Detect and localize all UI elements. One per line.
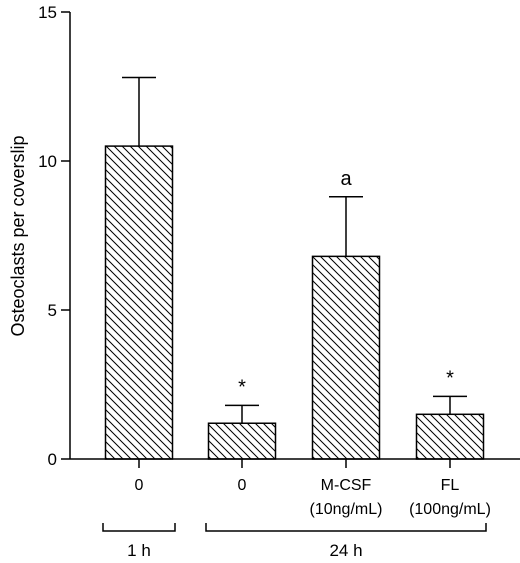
bar (311, 255, 381, 460)
group-bracket (102, 523, 176, 532)
y-tick-label: 0 (48, 450, 57, 469)
group-label: 24 h (329, 541, 362, 560)
y-tick-label: 10 (38, 152, 57, 171)
bar (415, 413, 485, 460)
significance-mark: * (446, 367, 454, 389)
x-tick-label: FL (441, 477, 460, 494)
x-tick-label: 0 (238, 477, 247, 494)
x-tick-label: M-CSF (321, 477, 372, 494)
significance-mark: * (238, 376, 246, 398)
x-tick-sublabel: (10ng/mL) (310, 501, 383, 518)
y-tick-label: 5 (48, 301, 57, 320)
group-label: 1 h (127, 541, 151, 560)
group-bracket (205, 523, 487, 532)
significance-mark: a (340, 168, 352, 190)
x-tick-sublabel: (100ng/mL) (409, 501, 491, 518)
y-axis-label: Osteoclasts per coverslip (8, 135, 28, 336)
y-tick-label: 15 (38, 3, 57, 22)
bar (207, 422, 277, 460)
x-tick-label: 0 (135, 477, 144, 494)
bar (104, 145, 174, 460)
plot-area: 0 5 10 15 0 * 0 a M-CSF (10ng/mL) * FL (100ng/mL) 1 h… (38, 3, 520, 560)
